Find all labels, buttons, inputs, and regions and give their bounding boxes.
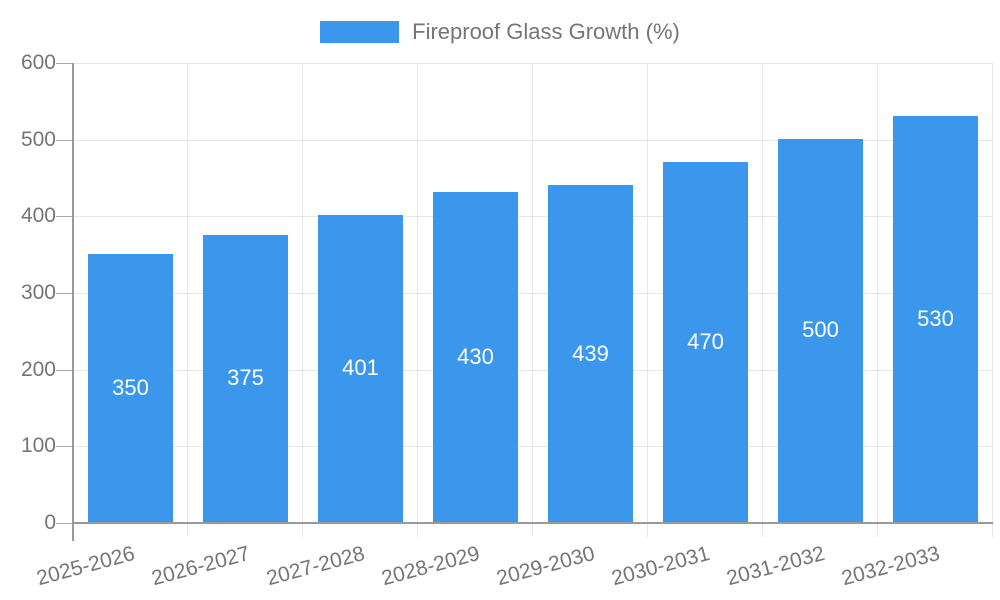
gridline-vertical	[762, 63, 763, 537]
bar[interactable]: 470	[663, 161, 748, 522]
y-tick-label: 600	[20, 51, 56, 74]
y-axis-tick	[56, 139, 73, 141]
gridline-horizontal	[73, 63, 993, 64]
gridline-vertical	[187, 63, 188, 537]
gridline-vertical	[532, 63, 533, 537]
y-tick-label: 200	[20, 357, 56, 381]
y-tick-label: 400	[20, 204, 56, 228]
gridline-horizontal	[73, 139, 993, 141]
bar-value-label: 430	[457, 344, 494, 370]
bar[interactable]: 375	[203, 234, 288, 522]
bar[interactable]: 430	[433, 192, 518, 522]
gridline-horizontal	[73, 446, 993, 448]
legend-label[interactable]: Fireproof Glass Growth (%)	[412, 19, 680, 44]
bar[interactable]: 350	[88, 253, 173, 522]
y-tick-label: 0	[44, 511, 56, 534]
plot-area: 350 375 401 430 439 470 500 530	[56, 63, 993, 541]
bar-value-label: 350	[112, 374, 149, 400]
gridline-vertical	[417, 63, 418, 537]
bar-value-label: 470	[687, 328, 724, 354]
gridline-horizontal	[73, 293, 993, 294]
gridline-vertical	[992, 63, 993, 537]
y-tick-label: 100	[20, 434, 56, 458]
gridline-vertical	[302, 63, 303, 537]
y-axis-line	[72, 63, 74, 541]
y-axis-tick	[56, 293, 73, 294]
bar-value-label: 500	[802, 317, 839, 343]
bar-value-label: 375	[227, 365, 264, 391]
gridline-horizontal	[73, 216, 993, 218]
x-axis-line	[73, 522, 993, 524]
legend: Fireproof Glass Growth (%)	[0, 18, 1000, 46]
y-axis-tick	[56, 446, 73, 448]
bar-value-label: 439	[572, 340, 609, 366]
bar[interactable]: 439	[548, 185, 633, 522]
bar[interactable]: 530	[893, 115, 978, 522]
y-axis-tick	[56, 63, 73, 64]
gridline-vertical	[647, 63, 648, 537]
bar-value-label: 401	[342, 355, 379, 381]
bar[interactable]: 401	[318, 214, 403, 522]
y-axis-tick	[56, 369, 73, 371]
bar-value-label: 530	[917, 305, 954, 331]
bar[interactable]: 500	[778, 138, 863, 522]
gridline-horizontal	[73, 369, 993, 371]
y-axis-tick	[56, 216, 73, 218]
y-tick-label: 500	[20, 127, 56, 151]
y-axis-tick	[56, 523, 73, 524]
legend-swatch[interactable]	[320, 21, 400, 43]
gridline-vertical	[877, 63, 878, 537]
y-tick-label: 300	[20, 281, 56, 304]
